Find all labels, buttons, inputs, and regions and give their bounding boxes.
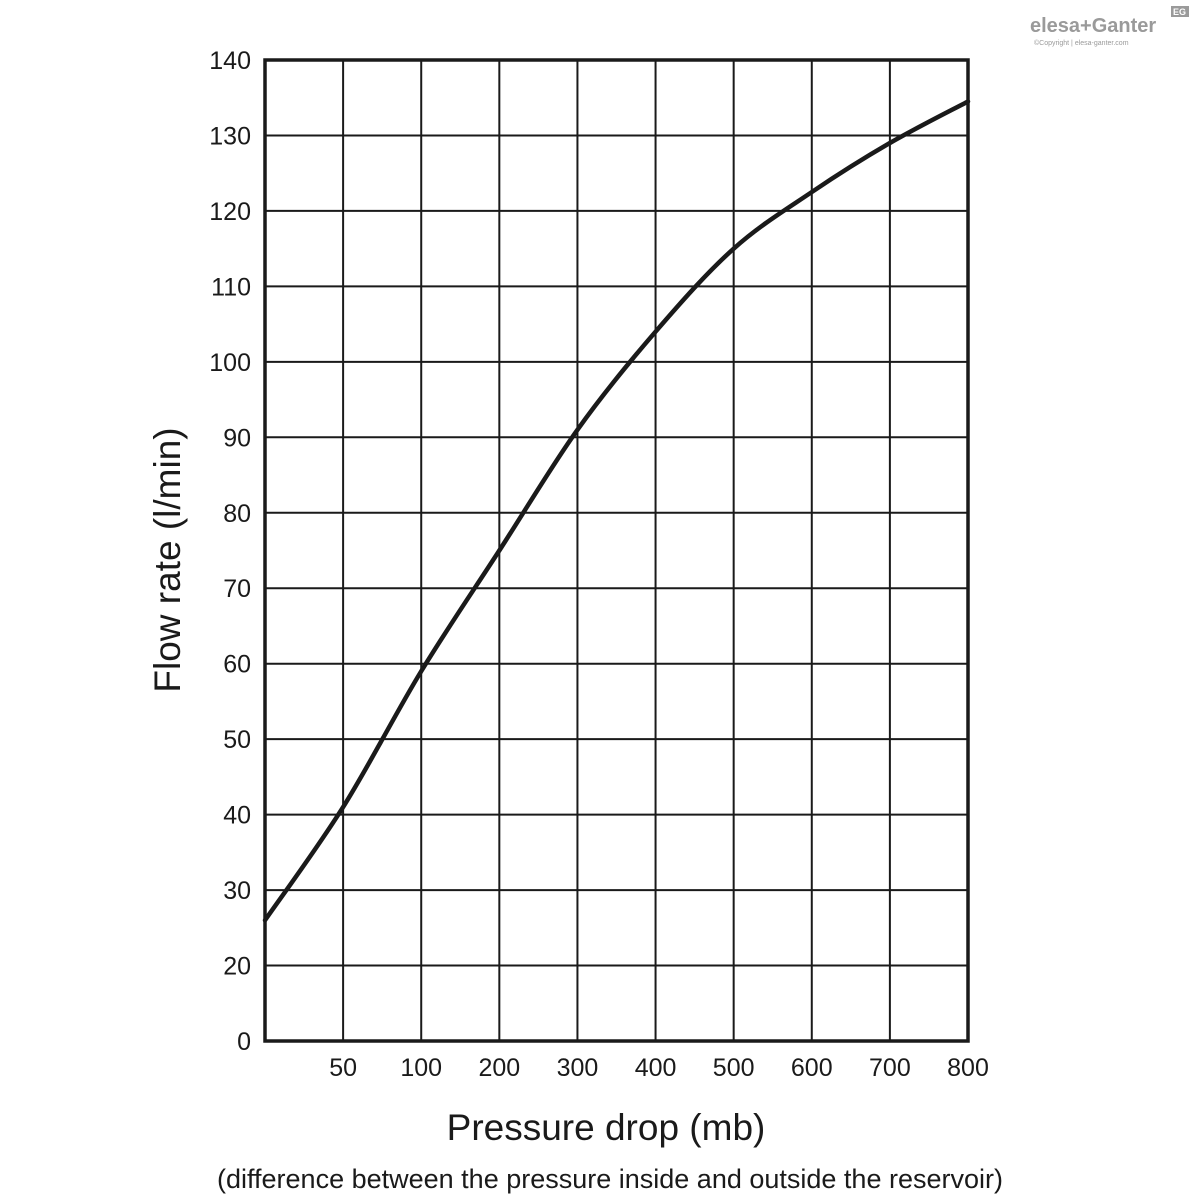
x-axis-label: Pressure drop (mb) (447, 1107, 766, 1148)
series-line (262, 99, 971, 923)
x-tick-label: 50 (329, 1054, 357, 1082)
y-tick-label: 50 (223, 726, 251, 754)
y-axis-label: Flow rate (l/min) (147, 427, 188, 692)
y-tick-label: 30 (223, 877, 251, 905)
y-tick-label: 140 (209, 47, 251, 75)
x-tick-label: 200 (478, 1054, 520, 1082)
y-axis-ticks: 0 20 30 40 50 60 70 80 90 100 110 120 130 140 (209, 47, 251, 1056)
y-tick-label: 120 (209, 198, 251, 226)
x-tick-label: 100 (400, 1054, 442, 1082)
y-tick-label: 130 (209, 122, 251, 150)
brand-logo: elesa+Ganter EG ©Copyright | elesa-gante… (1030, 4, 1196, 48)
x-axis-note: (difference between the pressure inside … (217, 1164, 1003, 1194)
x-tick-label: 500 (713, 1054, 755, 1082)
x-axis-ticks: 50 100 200 300 400 500 600 700 800 (329, 1054, 989, 1082)
plot-frame (263, 58, 970, 1043)
brand-wordmark: elesa+Ganter (1030, 15, 1156, 37)
x-tick-label: 600 (791, 1054, 833, 1082)
y-tick-label: 80 (223, 500, 251, 528)
y-tick-label: 70 (223, 575, 251, 603)
x-tick-label: 700 (869, 1054, 911, 1082)
grid (265, 60, 968, 1041)
x-tick-label: 400 (635, 1054, 677, 1082)
brand-badge-text: EG (1173, 7, 1186, 17)
x-tick-label: 800 (947, 1054, 989, 1082)
y-tick-label: 60 (223, 651, 251, 679)
brand-badge-icon (1171, 6, 1189, 17)
y-tick-label: 100 (209, 349, 251, 377)
y-tick-label: 40 (223, 802, 251, 830)
y-tick-label: 110 (211, 273, 251, 301)
y-tick-label: 0 (237, 1028, 251, 1056)
y-tick-label: 20 (223, 953, 251, 981)
x-tick-label: 300 (557, 1054, 599, 1082)
brand-copyright: ©Copyright | elesa-ganter.com (1034, 39, 1129, 47)
y-tick-label: 90 (223, 424, 251, 452)
